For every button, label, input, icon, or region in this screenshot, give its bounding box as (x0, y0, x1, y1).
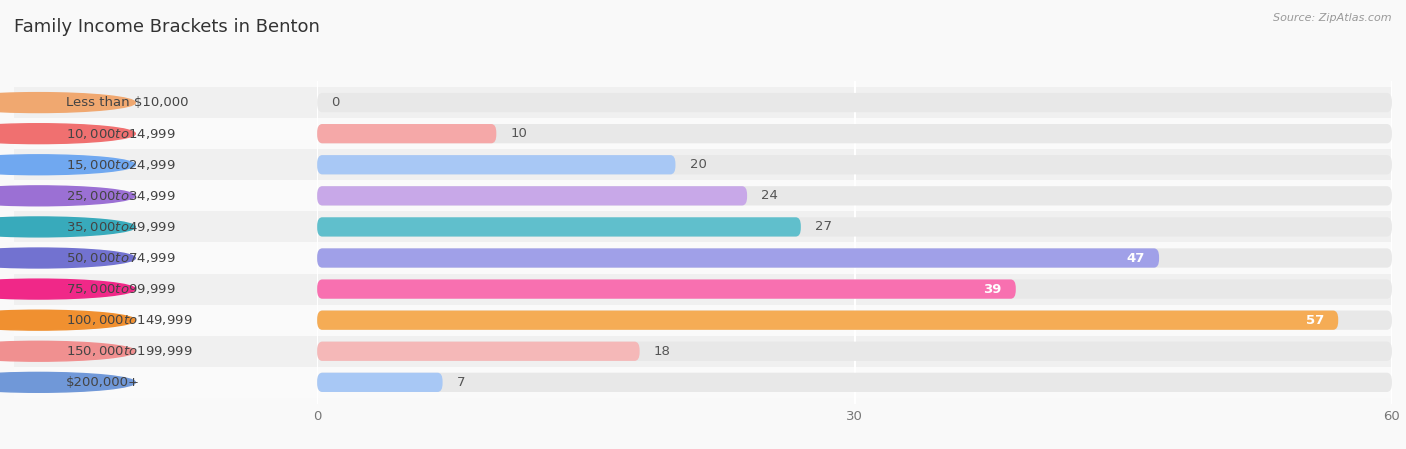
FancyBboxPatch shape (318, 311, 1339, 330)
Bar (318, 87, 1392, 118)
Text: $25,000 to $34,999: $25,000 to $34,999 (66, 189, 176, 203)
FancyBboxPatch shape (318, 248, 1159, 268)
Text: $50,000 to $74,999: $50,000 to $74,999 (66, 251, 176, 265)
Bar (318, 336, 1392, 367)
Bar (14, 367, 318, 398)
FancyBboxPatch shape (318, 217, 801, 237)
Bar (14, 118, 318, 149)
Circle shape (0, 155, 135, 175)
Text: Less than $10,000: Less than $10,000 (66, 96, 188, 109)
Text: Family Income Brackets in Benton: Family Income Brackets in Benton (14, 18, 321, 36)
Circle shape (0, 92, 135, 113)
Bar (14, 242, 318, 273)
FancyBboxPatch shape (318, 155, 675, 174)
Bar (318, 273, 1392, 304)
FancyBboxPatch shape (318, 186, 1392, 206)
Text: $150,000 to $199,999: $150,000 to $199,999 (66, 344, 193, 358)
Text: 39: 39 (983, 282, 1001, 295)
Circle shape (0, 186, 135, 206)
FancyBboxPatch shape (318, 248, 1392, 268)
Text: 7: 7 (457, 376, 465, 389)
Circle shape (0, 217, 135, 237)
Bar (14, 180, 318, 211)
FancyBboxPatch shape (318, 279, 1015, 299)
Bar (318, 242, 1392, 273)
Text: 20: 20 (690, 158, 707, 171)
Bar (318, 367, 1392, 398)
Bar (318, 149, 1392, 180)
FancyBboxPatch shape (318, 124, 496, 143)
FancyBboxPatch shape (318, 124, 1392, 143)
Text: 47: 47 (1126, 251, 1144, 264)
Bar (14, 211, 318, 242)
FancyBboxPatch shape (318, 342, 1392, 361)
Text: 18: 18 (654, 345, 671, 358)
Circle shape (0, 372, 135, 392)
Text: $75,000 to $99,999: $75,000 to $99,999 (66, 282, 176, 296)
FancyBboxPatch shape (318, 373, 443, 392)
Text: $200,000+: $200,000+ (66, 376, 139, 389)
Circle shape (0, 341, 135, 361)
Text: 57: 57 (1306, 314, 1324, 327)
Text: $35,000 to $49,999: $35,000 to $49,999 (66, 220, 176, 234)
Text: 10: 10 (510, 127, 527, 140)
Text: Source: ZipAtlas.com: Source: ZipAtlas.com (1274, 13, 1392, 23)
Bar (14, 273, 318, 304)
Bar (318, 211, 1392, 242)
Bar (14, 149, 318, 180)
FancyBboxPatch shape (318, 311, 1392, 330)
Text: $100,000 to $149,999: $100,000 to $149,999 (66, 313, 193, 327)
FancyBboxPatch shape (318, 186, 747, 206)
Text: 27: 27 (815, 220, 832, 233)
FancyBboxPatch shape (318, 155, 1392, 174)
FancyBboxPatch shape (318, 217, 1392, 237)
Circle shape (0, 248, 135, 268)
Text: 0: 0 (332, 96, 340, 109)
Circle shape (0, 124, 135, 144)
FancyBboxPatch shape (318, 93, 1392, 112)
Bar (14, 336, 318, 367)
Text: 24: 24 (762, 189, 779, 202)
Circle shape (0, 310, 135, 330)
Bar (14, 304, 318, 336)
Bar (318, 180, 1392, 211)
Bar (14, 87, 318, 118)
FancyBboxPatch shape (318, 373, 1392, 392)
Text: $15,000 to $24,999: $15,000 to $24,999 (66, 158, 176, 172)
Text: $10,000 to $14,999: $10,000 to $14,999 (66, 127, 176, 141)
Circle shape (0, 279, 135, 299)
FancyBboxPatch shape (318, 342, 640, 361)
Bar (318, 304, 1392, 336)
FancyBboxPatch shape (318, 279, 1392, 299)
Bar (318, 118, 1392, 149)
